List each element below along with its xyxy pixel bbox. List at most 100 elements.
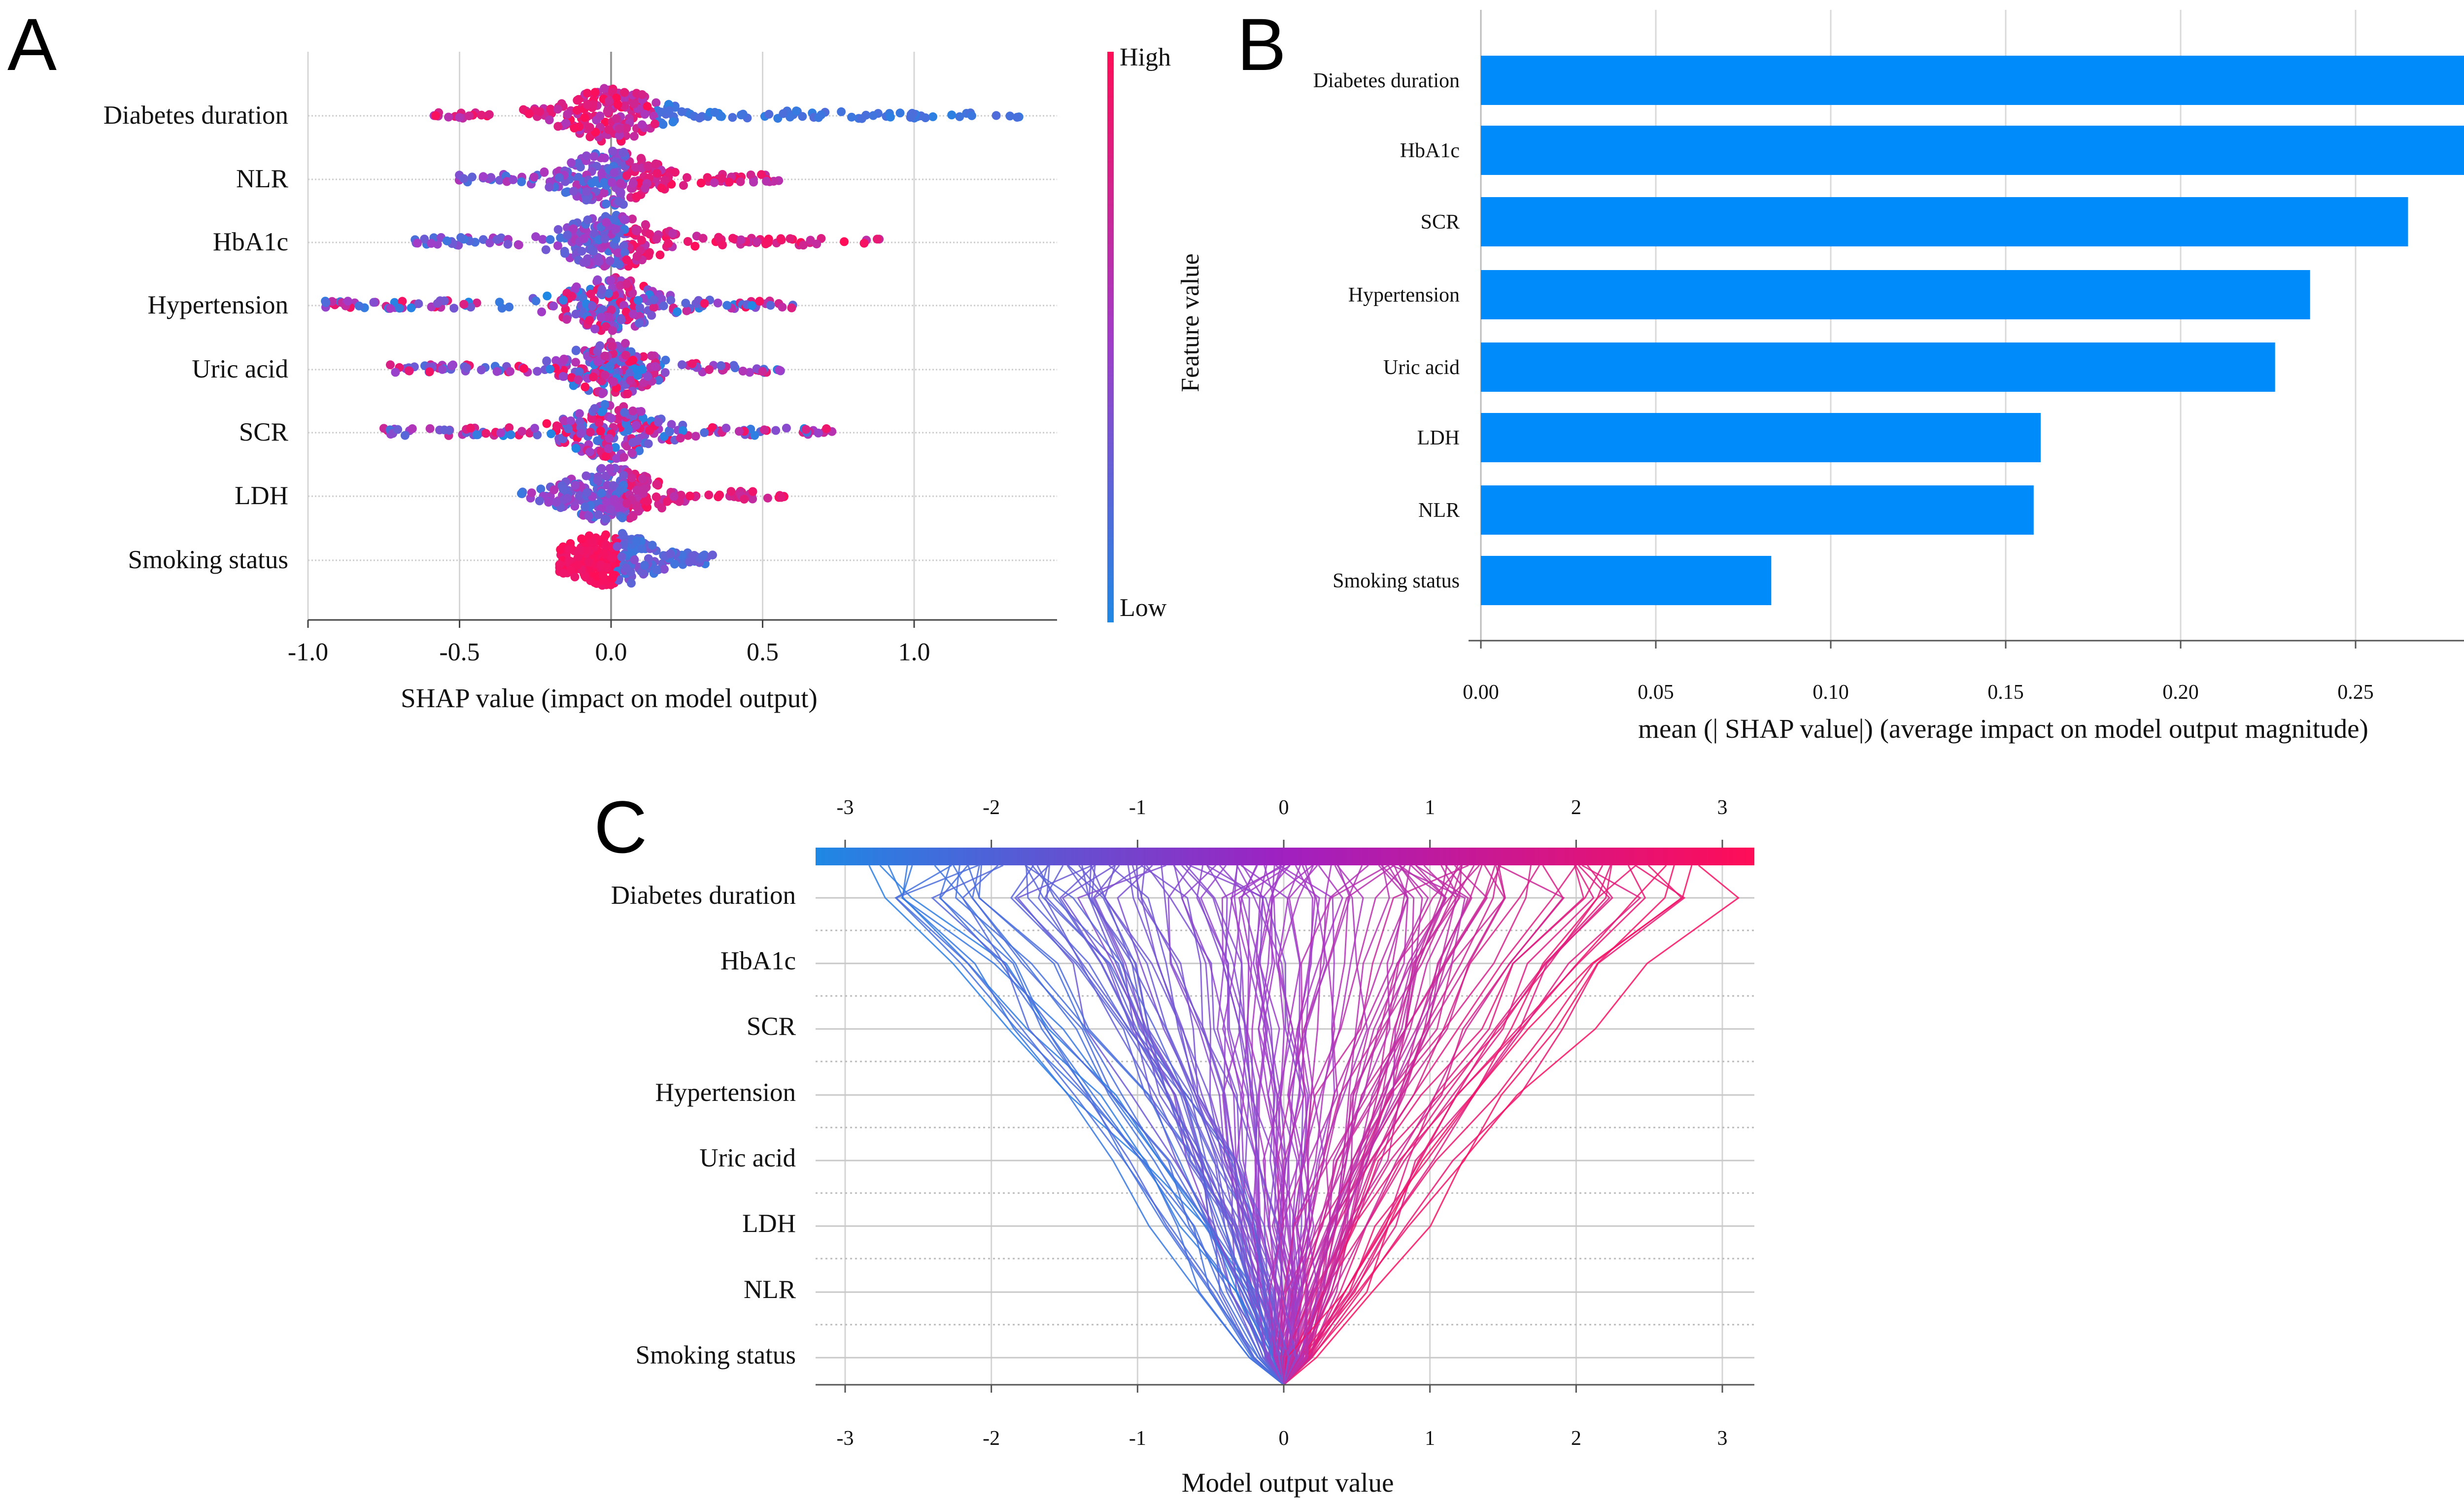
beeswarm-dot [628, 438, 638, 447]
tick-label-b: 0.25 [2337, 681, 2374, 704]
feature-labels-a: Diabetes duration NLR HbA1c Hypertension Uri… [103, 101, 289, 574]
beeswarm-dot [614, 197, 623, 206]
beeswarm-dot [631, 163, 640, 172]
beeswarm-dot [545, 115, 554, 125]
beeswarm-dot [639, 352, 648, 361]
beeswarm-dot [666, 549, 675, 558]
beeswarm-dot [728, 234, 737, 243]
bar-b [1481, 413, 2041, 462]
decision-line [939, 865, 1284, 1386]
beeswarm-dot [536, 484, 546, 494]
beeswarm-dot [590, 404, 599, 413]
beeswarm-dot [582, 100, 592, 109]
beeswarm-dot [652, 479, 661, 489]
beeswarm-dot [640, 561, 649, 570]
beeswarm-dot [604, 289, 613, 298]
beeswarm-dot [462, 363, 471, 373]
category-label-b: Uric acid [1383, 356, 1460, 379]
beeswarm-dot [766, 301, 775, 310]
beeswarm-dot [598, 388, 608, 398]
feature-label-a: SCR [239, 418, 289, 446]
beeswarm-dot [665, 427, 674, 437]
beeswarm-dot [652, 235, 661, 244]
beeswarm-dot [444, 112, 453, 122]
category-label-b: HbA1c [1400, 139, 1460, 162]
beeswarm-dot [614, 503, 623, 512]
beeswarm-dot [517, 489, 526, 498]
beeswarm-dot [492, 367, 502, 376]
beeswarm-dot [514, 240, 523, 250]
beeswarm-dot [485, 238, 494, 247]
beeswarm-dot [563, 230, 572, 239]
beeswarm-dot [947, 110, 957, 120]
beeswarm-dot [600, 84, 609, 93]
beeswarm-dot [486, 173, 496, 182]
beeswarm-dot [714, 233, 723, 242]
beeswarm-dot [459, 174, 468, 183]
beeswarm-dot [449, 304, 459, 313]
decision-line [1258, 865, 1300, 1385]
beeswarm-dot [644, 249, 653, 258]
beeswarm-dot [619, 301, 628, 310]
beeswarm-dot [602, 498, 611, 507]
decision-line [934, 865, 1285, 1385]
beeswarm-dot [385, 304, 395, 313]
category-label-b: SCR [1421, 211, 1460, 234]
beeswarm-dot [440, 425, 449, 435]
beeswarm-row-a [321, 273, 797, 335]
beeswarm-dot [563, 110, 572, 119]
bars-b [1481, 56, 2464, 605]
beeswarm-dot [492, 235, 502, 244]
decision-line [1173, 865, 1297, 1385]
beeswarm-dot [710, 108, 719, 117]
beeswarm-dot [608, 146, 617, 156]
beeswarm-dot [466, 423, 475, 433]
feature-label-a: HbA1c [213, 228, 288, 256]
beeswarm-dot [700, 299, 709, 308]
beeswarm-dot [596, 426, 605, 436]
panel-label-b: B [1237, 3, 1286, 86]
beeswarm-dot [817, 110, 826, 120]
beeswarm-dot [609, 481, 618, 490]
beeswarm-dot [717, 174, 726, 183]
beeswarm-dot [590, 229, 599, 238]
decision-line [1268, 864, 1389, 1385]
beeswarm-dot [627, 579, 636, 588]
beeswarm-dot [776, 234, 786, 243]
beeswarm-dot [745, 368, 754, 377]
beeswarm-dot [567, 158, 576, 168]
beeswarm-dot [579, 234, 588, 243]
beeswarm-dot [967, 111, 976, 120]
beeswarm-dot [590, 324, 600, 334]
beeswarm-dot [662, 497, 672, 506]
beeswarm-dot [657, 294, 666, 304]
beeswarm-dot [553, 241, 562, 250]
category-label-b: Diabetes duration [1313, 69, 1460, 92]
beeswarm-dot [588, 538, 598, 547]
beeswarm-dot [553, 104, 562, 114]
beeswarm-dot [791, 106, 801, 116]
beeswarm-dot [847, 112, 856, 122]
beeswarm-dot [582, 488, 591, 497]
beeswarm-dot [549, 302, 558, 310]
beeswarm-dot [659, 301, 668, 310]
beeswarm-dot [713, 298, 722, 308]
beeswarm-dot [654, 376, 663, 385]
beeswarm-dot [582, 546, 591, 555]
beeswarm-dot [506, 430, 515, 440]
beeswarm-dot [607, 342, 616, 351]
beeswarm-dot [906, 113, 915, 122]
beeswarm-dot [722, 301, 732, 310]
beeswarm-dot [425, 424, 435, 433]
beeswarm-dot [677, 107, 686, 116]
bar-b [1481, 342, 2275, 392]
beeswarm-dot [616, 315, 626, 324]
beeswarm-dot [509, 175, 518, 184]
beeswarm-dot [676, 490, 685, 500]
beeswarm-dot [708, 550, 717, 560]
feature-label-c: LDH [742, 1209, 796, 1238]
beeswarm-dot [637, 407, 646, 416]
decision-line [1283, 865, 1585, 1386]
beeswarm-dot [576, 429, 585, 438]
beeswarm-dot [759, 425, 769, 435]
